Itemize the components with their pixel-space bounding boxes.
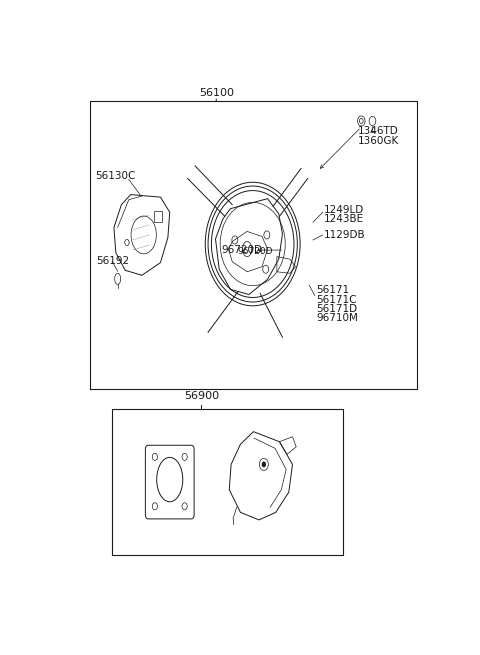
Text: 1243BE: 1243BE bbox=[324, 214, 364, 224]
Text: 56171: 56171 bbox=[317, 286, 350, 295]
Text: 56171D: 56171D bbox=[317, 303, 358, 314]
Text: 96720D: 96720D bbox=[222, 245, 263, 255]
Text: 96710M: 96710M bbox=[317, 312, 359, 323]
Text: 56900: 56900 bbox=[184, 392, 219, 402]
Text: 56192: 56192 bbox=[96, 256, 130, 266]
Text: 1249LD: 1249LD bbox=[324, 205, 364, 215]
Text: 1360GK: 1360GK bbox=[358, 136, 399, 146]
Circle shape bbox=[262, 462, 266, 467]
Text: 56130C: 56130C bbox=[96, 172, 136, 181]
Text: 56100: 56100 bbox=[199, 88, 234, 98]
Text: 1129DB: 1129DB bbox=[324, 230, 366, 240]
Text: 56171C: 56171C bbox=[317, 295, 357, 305]
Text: 96720D: 96720D bbox=[238, 247, 273, 256]
Text: 1346TD: 1346TD bbox=[358, 126, 398, 136]
